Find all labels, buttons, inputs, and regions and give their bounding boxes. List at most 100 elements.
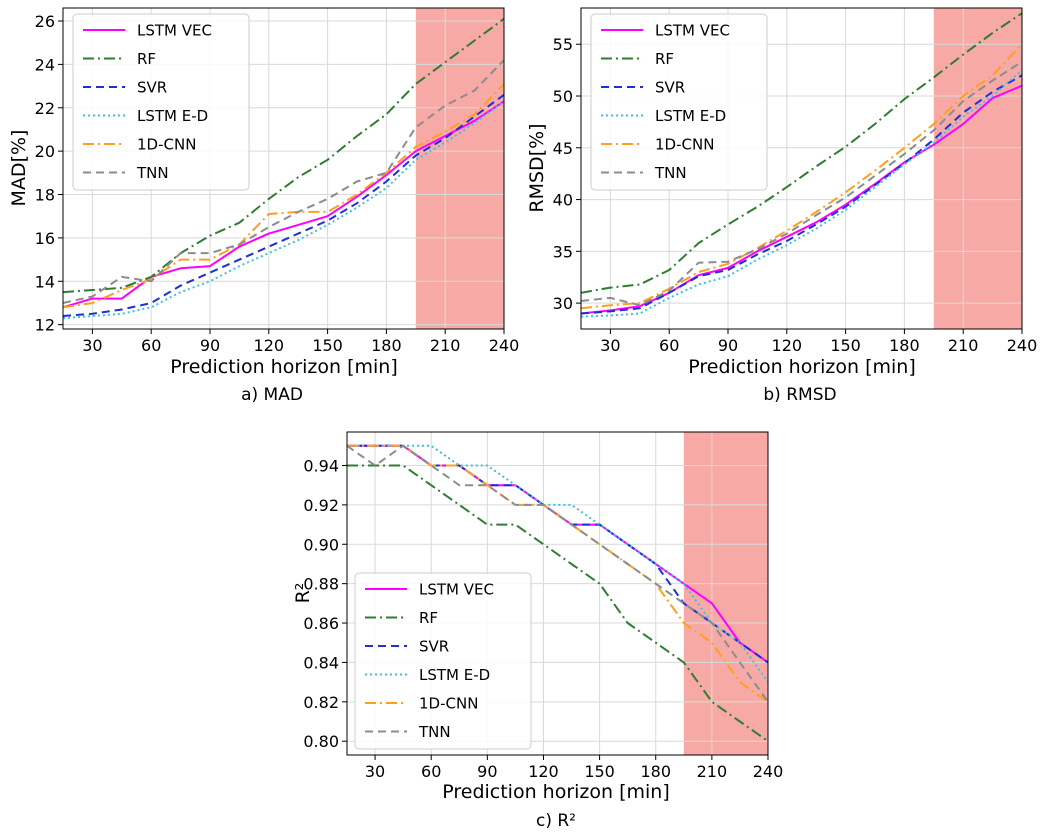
x-tick-label: 60 — [659, 336, 679, 355]
legend: LSTM VEC RF SVR LSTM E-D 1D-CNN TNN — [590, 13, 768, 191]
legend-label: RF — [137, 50, 156, 68]
x-tick-label: 120 — [528, 762, 559, 781]
legend: LSTM VEC RF SVR LSTM E-D 1D-CNN TNN — [72, 13, 250, 191]
axes-frame — [580, 7, 1023, 330]
chart-panel: 30 60 90 120 150 180 210 240 12 14 16 18 20 22 24 26 Pre… — [8, 7, 520, 405]
series-line-tnn — [346, 444, 769, 703]
x-tick-label: 180 — [371, 336, 402, 355]
legend-label: TNN — [654, 164, 687, 182]
y-tick-label: 50 — [553, 87, 573, 106]
x-tick-label: 120 — [254, 336, 285, 355]
y-tick-label: 18 — [35, 186, 55, 205]
highlight-region — [933, 8, 1022, 329]
legend-label: LSTM VEC — [655, 22, 730, 40]
y-tick-label: 0.88 — [303, 575, 339, 594]
axes-frame — [346, 431, 769, 756]
series-line-tnn — [62, 59, 505, 304]
series-line-lstm-e-d — [62, 100, 505, 320]
x-tick-label: 90 — [477, 762, 497, 781]
y-axis-label: R² — [292, 583, 314, 604]
y-tick-label: 20 — [35, 142, 55, 161]
series-line-lstm-e-d — [580, 69, 1023, 318]
y-tick-label: 0.80 — [303, 732, 339, 751]
series-lines — [346, 444, 769, 743]
y-tick-label: 22 — [35, 99, 55, 118]
y-tick-label: 16 — [35, 229, 55, 248]
x-tick-label: 150 — [584, 762, 615, 781]
series-line-lstm-vec — [62, 100, 505, 309]
y-tick-label: 14 — [35, 272, 55, 291]
y-tick-label: 12 — [35, 316, 55, 335]
y-tick-label: 0.84 — [303, 653, 339, 672]
y-tick-label: 0.90 — [303, 535, 339, 554]
chart-panel: 30 60 90 120 150 180 210 240 0.80 0.82 0.84 0.86 0.8… — [292, 431, 784, 831]
y-tick-label: 0.94 — [303, 456, 339, 475]
legend-box — [590, 13, 768, 191]
x-axis-label: Prediction horizon [min] — [688, 356, 916, 378]
highlight-region — [415, 8, 504, 329]
legend-label: 1D-CNN — [655, 136, 714, 154]
chart-caption: a) MAD — [241, 385, 303, 405]
legend-label: RF — [655, 50, 674, 68]
legend-label: SVR — [419, 638, 449, 656]
x-tick-label: 210 — [948, 336, 979, 355]
legend-label: SVR — [137, 79, 167, 97]
series-line-rf — [580, 12, 1023, 294]
y-tick-label: 45 — [553, 139, 573, 158]
x-tick-label: 30 — [600, 336, 620, 355]
legend-box — [72, 13, 250, 191]
x-tick-label: 30 — [365, 762, 385, 781]
legend-label: LSTM E-D — [655, 107, 726, 125]
x-tick-label: 240 — [489, 336, 520, 355]
legend-label: TNN — [136, 164, 169, 182]
x-tick-label: 180 — [640, 762, 671, 781]
x-tick-label: 90 — [200, 336, 220, 355]
legend-label: 1D-CNN — [419, 695, 478, 713]
series-line-1d-cnn — [580, 43, 1023, 310]
x-tick-label: 90 — [718, 336, 738, 355]
x-tick-label: 210 — [697, 762, 728, 781]
chart-caption: b) RMSD — [763, 385, 836, 405]
legend: LSTM VEC RF SVR LSTM E-D 1D-CNN TNN — [354, 572, 532, 750]
legend-label: SVR — [655, 79, 685, 97]
x-axis-label: Prediction horizon [min] — [170, 356, 398, 378]
x-tick-label: 60 — [141, 336, 161, 355]
y-tick-label: 26 — [35, 12, 55, 31]
series-lines — [580, 12, 1023, 318]
chart-panel: 30 60 90 120 150 180 210 240 30 35 40 45 50 55 Predict… — [526, 7, 1038, 405]
y-axis-label: RMSD[%] — [526, 123, 548, 212]
series-line-rf — [347, 464, 769, 743]
x-tick-label: 210 — [430, 336, 461, 355]
legend-label: TNN — [418, 723, 451, 741]
legend-box — [354, 572, 532, 750]
axes-frame — [62, 7, 505, 330]
legend-label: LSTM VEC — [419, 581, 494, 599]
x-axis-label: Prediction horizon [min] — [442, 781, 670, 803]
x-tick-label: 120 — [772, 336, 803, 355]
x-tick-label: 60 — [421, 762, 441, 781]
x-tick-label: 180 — [889, 336, 920, 355]
legend-label: LSTM VEC — [137, 22, 212, 40]
series-lines — [62, 17, 505, 320]
series-line-lstm-e-d — [347, 444, 769, 683]
y-tick-label: 30 — [553, 294, 573, 313]
x-tick-label: 240 — [1007, 336, 1038, 355]
x-tick-label: 150 — [830, 336, 861, 355]
legend-label: 1D-CNN — [137, 136, 196, 154]
series-line-svr — [580, 74, 1023, 315]
y-tick-label: 55 — [553, 35, 573, 54]
x-tick-label: 150 — [312, 336, 343, 355]
x-tick-label: 240 — [753, 762, 784, 781]
y-tick-label: 40 — [553, 191, 573, 210]
y-tick-label: 0.86 — [303, 614, 339, 633]
y-axis-label: MAD[%] — [8, 130, 30, 207]
series-line-svr — [62, 93, 505, 317]
legend-label: LSTM E-D — [419, 666, 490, 684]
y-tick-label: 0.82 — [303, 693, 339, 712]
series-line-lstm-vec — [580, 84, 1023, 315]
legend-label: LSTM E-D — [137, 107, 208, 125]
x-tick-label: 30 — [82, 336, 102, 355]
y-tick-label: 24 — [35, 55, 55, 74]
y-tick-label: 35 — [553, 242, 573, 261]
